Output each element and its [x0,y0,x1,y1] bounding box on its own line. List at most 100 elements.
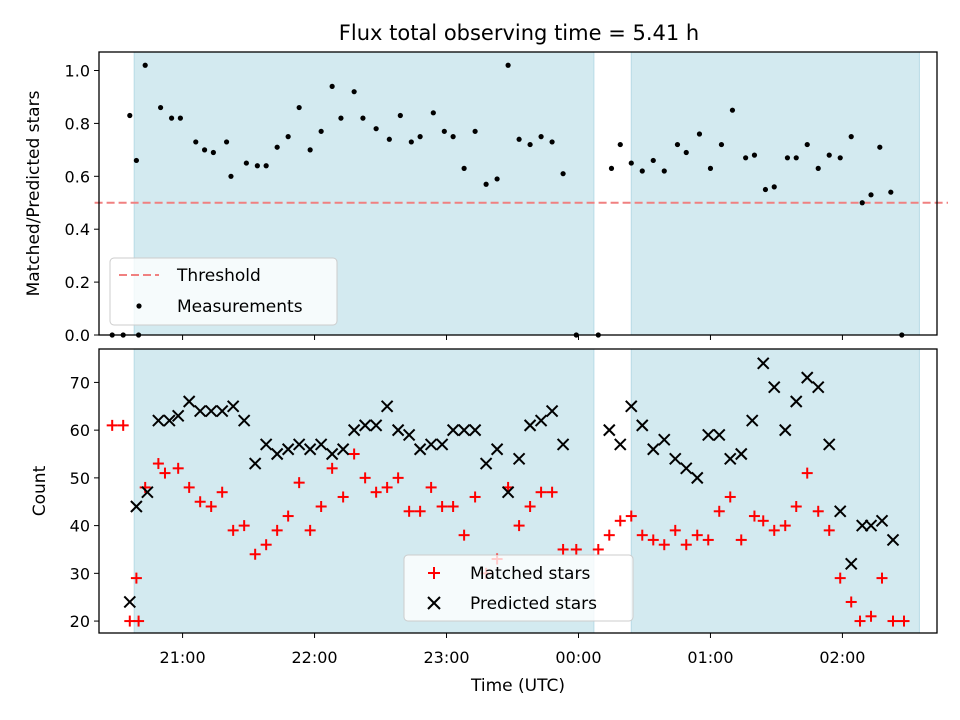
count-panel: 20 30 40 50 60 70 21:00 22:00 23:00 00:00 01:00 02… [30,348,938,696]
time-x-tick-label: 22:00 [291,648,337,667]
count-y-tick-label: 50 [70,469,90,488]
predicted-star-point [281,443,295,456]
predicted-star-point [369,419,383,432]
predicted-star-point [534,414,548,427]
measurement-point [538,134,544,140]
matched-star-point [326,462,338,474]
measurement-point [804,141,810,148]
predicted-star-point [724,452,737,465]
predicted-star-point [347,423,361,437]
predicted-star-point [182,395,196,408]
matched-star-point [823,524,835,536]
matched-star-point [570,543,582,555]
matched-star-point [159,467,171,479]
predicted-star-point [248,457,262,470]
matched-star-point [669,524,681,536]
measurement-point [127,112,133,119]
measurement-point [639,168,645,174]
time-x-tick-label: 23:00 [423,648,469,667]
measurement-point [608,165,615,171]
measurement-point [296,104,302,111]
matched-star-point [348,448,360,460]
matched-star-point [282,510,294,522]
measurement-point [228,173,234,179]
measurement-point [338,115,344,121]
time-x-tick-label: 01:00 [687,648,733,667]
predicted-star-point [501,485,515,499]
matched-star-point [227,524,239,536]
measurement-point [441,128,447,134]
predicted-star-point [204,404,218,418]
matched-star-point [834,572,846,584]
predicted-star-point [152,414,165,427]
matched-star-point [403,505,415,517]
measurement-point [177,115,183,121]
measurement-point [793,155,799,161]
measurement-point [868,192,874,198]
legend-matched-swatch [428,567,440,579]
matched-star-point [898,615,910,627]
predicted-star-point [545,404,559,418]
matched-star-point [546,486,558,498]
ratio-y-axis: 0.0 0.2 0.4 0.6 0.8 1.0 [65,62,99,345]
measurement-point [848,134,854,140]
matched-star-point [845,596,857,608]
matched-star-point [757,515,769,527]
measurement-point [683,149,689,156]
count-y-tick-label: 20 [70,612,90,631]
ratio-y-tick-label: 0.0 [65,326,90,345]
measurement-point [877,144,883,150]
matched-star-point [524,501,536,513]
matched-star-point [271,524,283,536]
predicted-star-point [336,443,350,456]
time-x-tick-label: 00:00 [555,648,601,667]
predicted-star-point [523,419,537,432]
measurement-point [483,181,489,187]
legend-measurements-swatch [136,303,142,309]
matched-star-point [392,472,404,484]
measurement-point [142,62,148,68]
predicted-star-point [680,462,693,475]
legend-box [109,257,338,326]
predicted-star-point [215,404,229,418]
count-y-axis: 20 30 40 50 60 70 [70,373,99,631]
predicted-star-point [603,423,616,437]
measurement-point [254,163,260,169]
matched-star-point [172,462,184,474]
matched-star-point [636,529,648,541]
matched-star-point [748,510,760,522]
predicted-star-point [325,447,339,461]
matched-star-point [790,501,802,513]
predicted-star-point [636,419,649,432]
measurement-point [859,200,865,206]
matched-star-point [801,467,813,479]
predicted-star-point [303,443,317,456]
measurement-point [743,155,749,161]
predicted-star-point [402,428,416,442]
matched-star-point [183,481,195,493]
measurement-point [650,157,656,164]
ratio-plot-frame [98,51,938,336]
matched-star-point [614,515,626,527]
predicted-star-point [647,443,660,456]
ratio-panel: 0.0 0.2 0.4 0.6 0.8 1.0 Matched/Predicted sta… [24,51,948,345]
predicted-star-point [226,400,240,413]
predicted-star-point [457,423,471,437]
predicted-star-point [314,438,328,451]
legend-box [403,554,634,622]
measurement-point [628,160,634,166]
predicted-star-point [446,423,460,437]
matched-star-point [337,491,349,503]
matched-star-point [414,505,426,517]
measurement-point [505,62,511,68]
predicted-star-point [801,371,814,384]
ratio-y-tick-label: 0.6 [65,167,90,186]
predicted-star-point [625,400,638,413]
observing-window [630,348,920,634]
matched-star-point [854,615,866,627]
predicted-star-point [790,395,803,408]
predicted-star-point [380,400,394,413]
matched-star-point [812,505,824,517]
predicted-star-point [768,380,781,394]
measurement-point [494,176,500,182]
